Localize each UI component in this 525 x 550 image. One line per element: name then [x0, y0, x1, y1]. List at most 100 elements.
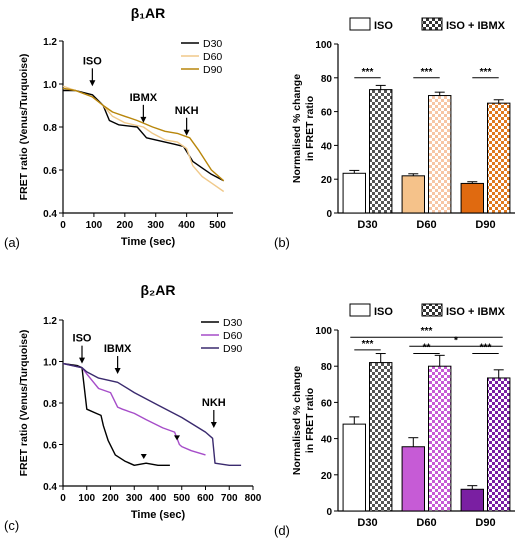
legend-label: D30: [223, 317, 242, 329]
y-tick-label: 0: [326, 209, 332, 220]
bar-ISO-D30: [342, 423, 366, 512]
y-axis-label: FRET ratio (Venus/Turquoise): [18, 330, 30, 477]
panel-a: β₁AR 0.4 0.6 0.8 1.0 1.2 0 100 200 300 400 500 Time …: [4, 5, 233, 250]
x-tick-label: D90: [475, 219, 495, 231]
annotation-label: IBMX: [104, 343, 132, 355]
significance-label: ***: [480, 67, 492, 78]
bar-ISOIBMX-D90: [487, 377, 511, 512]
bar-ISO-D90: [460, 182, 484, 214]
series-line-D90: [62, 87, 225, 182]
legend-label: ISO + IBMX: [446, 306, 506, 318]
annotation-label: NKH: [175, 105, 199, 117]
bar-ISOIBMX-D30: [369, 89, 393, 214]
legend-label: D60: [203, 51, 222, 63]
series-line-D30: [62, 362, 170, 466]
x-tick-label: D60: [416, 219, 436, 231]
panel-label: (d): [274, 523, 290, 538]
legend-label: D90: [203, 64, 222, 76]
x-tick-label: 800: [245, 493, 262, 504]
annotation-label: ISO: [83, 55, 102, 67]
series-line-D30: [63, 89, 225, 182]
y-tick-label: 1.0: [43, 358, 57, 369]
series-line-D90: [62, 362, 242, 466]
y-tick-label: 60: [321, 108, 333, 119]
y-axis-label-line2: in FRET ratio: [304, 388, 316, 453]
legend-label: ISO: [374, 20, 393, 32]
y-tick-label: 0.6: [43, 441, 57, 452]
legend-swatch-ISO-IBMX: [421, 17, 443, 31]
significance-label: **: [423, 343, 431, 354]
x-tick-label: 400: [150, 493, 167, 504]
legend-label: D90: [223, 343, 242, 355]
significance-label: *: [454, 335, 458, 346]
legend-label: ISO + IBMX: [446, 20, 506, 32]
annotation-arrowhead: [89, 80, 96, 87]
y-tick-label: 40: [321, 141, 333, 152]
annotation-arrowhead: [210, 421, 217, 428]
y-tick-label: 0: [326, 507, 332, 518]
y-axis-label-line2: in FRET ratio: [304, 96, 316, 161]
x-tick-label: 100: [86, 220, 103, 231]
annotation-arrowhead: [114, 368, 121, 375]
panel-b: 0 20 40 60 80 100 Normalised % change in FRET r…: [274, 17, 515, 250]
significance-label: ***: [362, 67, 374, 78]
annotation-label: NKH: [202, 397, 226, 409]
y-tick-label: 20: [321, 471, 333, 482]
marker-arrowhead: [174, 435, 180, 441]
bar-ISO-D60: [401, 175, 425, 214]
marker-arrowhead: [140, 454, 147, 460]
y-tick-label: 60: [321, 398, 333, 409]
y-axis-label: FRET ratio (Venus/Turquoise): [18, 54, 30, 201]
x-tick-label: 300: [147, 220, 164, 231]
x-tick-label: D30: [357, 517, 377, 529]
y-axis-label: Normalised % change: [291, 366, 303, 475]
legend-swatch-ISO-IBMX: [421, 303, 443, 317]
x-tick-label: 300: [126, 493, 143, 504]
significance-label: ***: [421, 67, 433, 78]
x-tick-label: 400: [178, 220, 195, 231]
x-tick-label: 100: [78, 493, 95, 504]
legend-swatch-ISO: [349, 17, 371, 31]
y-tick-label: 0.4: [43, 482, 57, 493]
y-tick-label: 1.2: [43, 316, 57, 327]
panel-d: 0 20 40 60 80 100 Normalised % change in FRET r…: [274, 303, 515, 538]
chart-title: β₁AR: [131, 5, 166, 21]
legend-label: D60: [223, 330, 242, 342]
x-tick-label: 0: [60, 220, 66, 231]
x-tick-label: 700: [221, 493, 238, 504]
y-tick-label: 80: [321, 74, 333, 85]
bar-ISOIBMX-D60: [428, 95, 452, 214]
x-tick-label: 0: [60, 493, 66, 504]
y-axis-label: Normalised % change: [291, 74, 303, 183]
series-line-D60: [62, 362, 206, 456]
x-axis-label: Time (sec): [131, 509, 186, 521]
legend-swatch-ISO: [349, 303, 371, 317]
y-tick-label: 100: [315, 326, 332, 337]
bar-ISOIBMX-D60: [428, 365, 452, 512]
annotation-arrowhead: [183, 129, 190, 136]
significance-label: ***: [362, 339, 374, 350]
significance-label: ***: [421, 326, 433, 337]
panel-label: (b): [274, 235, 290, 250]
x-tick-label: 200: [116, 220, 133, 231]
y-tick-label: 1.0: [43, 80, 57, 91]
x-tick-label: D30: [357, 219, 377, 231]
y-tick-label: 100: [315, 40, 332, 51]
y-tick-label: 0.8: [43, 399, 57, 410]
y-tick-label: 1.2: [43, 37, 57, 48]
x-tick-label: 500: [209, 220, 226, 231]
annotation-arrowhead: [79, 357, 85, 364]
x-tick-label: 200: [102, 493, 119, 504]
y-tick-label: 20: [321, 175, 333, 186]
bar-ISOIBMX-D30: [369, 362, 393, 512]
bar-ISO-D30: [342, 172, 366, 214]
chart-title: β₂AR: [141, 282, 176, 298]
x-tick-label: D60: [416, 517, 436, 529]
bar-ISO-D90: [460, 488, 484, 512]
x-tick-label: D90: [475, 517, 495, 529]
legend-label: D30: [203, 38, 222, 50]
legend-label: ISO: [374, 306, 393, 318]
y-tick-label: 80: [321, 362, 333, 373]
x-axis-label: Time (sec): [121, 236, 176, 248]
